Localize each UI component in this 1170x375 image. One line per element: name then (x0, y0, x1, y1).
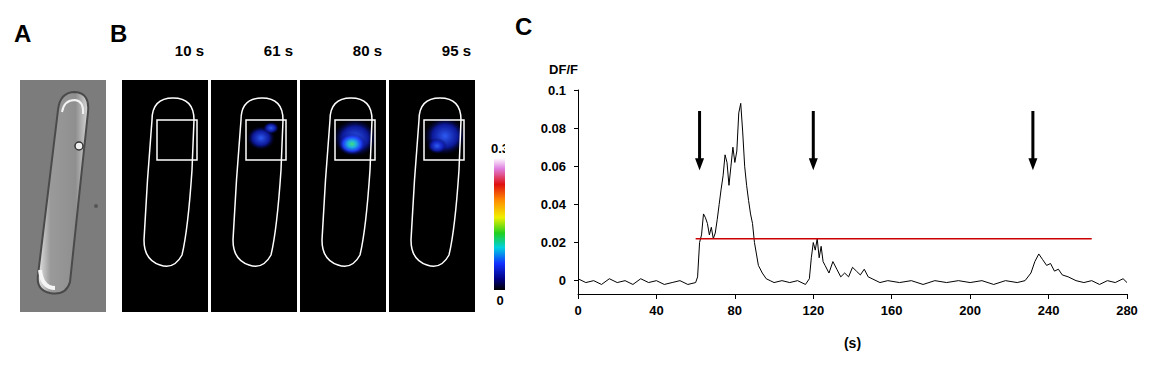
svg-text:(s): (s) (844, 335, 861, 351)
svg-text:0: 0 (559, 273, 566, 288)
svg-text:160: 160 (881, 303, 903, 318)
svg-text:C: C (515, 13, 532, 40)
svg-text:95 s: 95 s (442, 42, 471, 59)
svg-text:120: 120 (802, 303, 824, 318)
svg-text:DF/F: DF/F (549, 62, 578, 77)
svg-text:A: A (14, 20, 31, 47)
svg-text:61 s: 61 s (264, 42, 293, 59)
svg-text:10 s: 10 s (175, 42, 204, 59)
svg-text:0.3: 0.3 (491, 141, 505, 156)
svg-text:240: 240 (1038, 303, 1060, 318)
svg-text:0.06: 0.06 (541, 159, 566, 174)
svg-text:0.04: 0.04 (541, 197, 567, 212)
svg-text:80 s: 80 s (353, 42, 382, 59)
svg-text:200: 200 (959, 303, 981, 318)
svg-text:40: 40 (649, 303, 663, 318)
svg-text:80: 80 (728, 303, 742, 318)
svg-text:0: 0 (574, 303, 581, 318)
svg-text:B: B (110, 20, 127, 47)
svg-text:0.08: 0.08 (541, 121, 566, 136)
svg-text:0.02: 0.02 (541, 235, 566, 250)
svg-text:0: 0 (496, 293, 503, 308)
svg-text:280: 280 (1116, 303, 1138, 318)
svg-text:0.1: 0.1 (548, 83, 566, 98)
